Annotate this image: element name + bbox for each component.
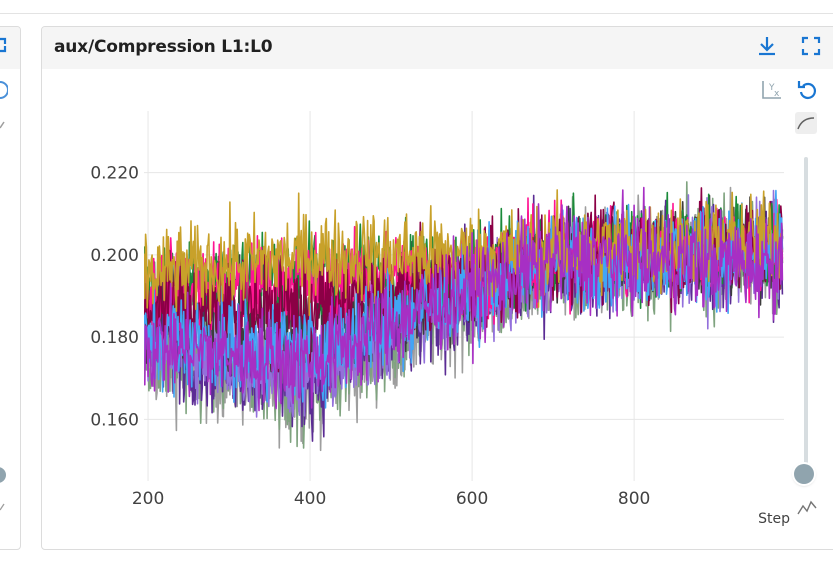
adjacent-step-icon xyxy=(0,503,5,511)
series-line-11[interactable] xyxy=(144,186,784,412)
svg-text:Y: Y xyxy=(768,83,775,93)
y-tick-label: 0.160 xyxy=(90,410,139,430)
y-tick-label: 0.180 xyxy=(90,328,139,348)
x-tick-label: 200 xyxy=(132,489,164,509)
card-header: aux/Compression L1:L0 xyxy=(42,27,833,69)
smoothing-curve-icon xyxy=(797,117,815,130)
x-tick-label: 600 xyxy=(456,489,488,509)
smoothing-slider-track[interactable] xyxy=(804,157,808,475)
y-tick-label: 0.200 xyxy=(90,246,139,266)
svg-text:x: x xyxy=(774,89,780,99)
download-icon[interactable] xyxy=(755,35,779,57)
x-tick-label: 400 xyxy=(294,489,326,509)
y-tick-label: 0.220 xyxy=(90,164,139,184)
adjacent-slider-handle[interactable] xyxy=(0,464,8,484)
series-line-10[interactable] xyxy=(144,189,784,324)
adjacent-reset-icon[interactable] xyxy=(0,79,8,101)
series-group xyxy=(144,181,784,452)
top-divider xyxy=(0,13,833,14)
adjacent-chart-card xyxy=(0,26,21,550)
chart-title: aux/Compression L1:L0 xyxy=(54,37,273,57)
fullscreen-icon[interactable] xyxy=(800,35,822,57)
fit-domain-icon[interactable]: Y x xyxy=(760,78,784,102)
x-tick-label: 800 xyxy=(618,489,650,509)
adjacent-card-header xyxy=(0,27,20,69)
adjacent-smoothing-icon xyxy=(0,121,5,129)
step-chart-icon[interactable] xyxy=(796,498,818,518)
smoothing-slider-handle[interactable] xyxy=(794,464,814,484)
smoothing-toggle[interactable] xyxy=(795,112,817,134)
x-axis-label: Step xyxy=(758,511,790,527)
reset-zoom-icon[interactable] xyxy=(796,78,820,102)
adjacent-fullscreen-icon[interactable] xyxy=(0,36,8,56)
